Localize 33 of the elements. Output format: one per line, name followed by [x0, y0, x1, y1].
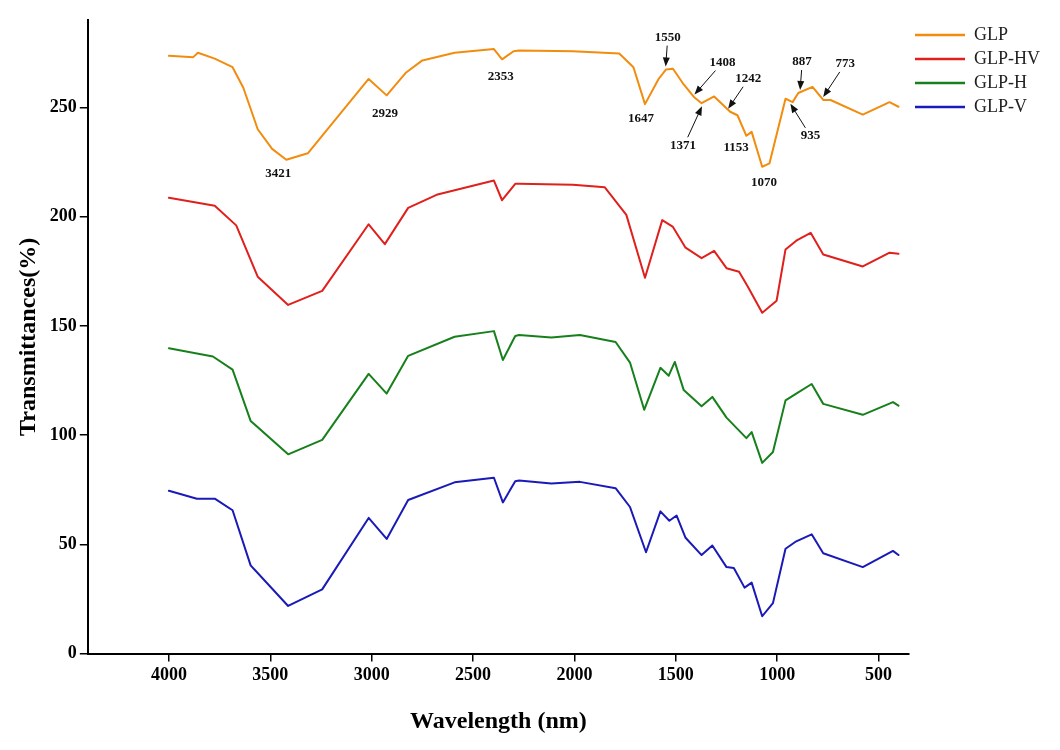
annotation: 887 [792, 53, 813, 69]
annotation: 1153 [723, 139, 750, 155]
annotation: 1070 [751, 174, 778, 190]
annotation: 1550 [654, 28, 681, 44]
annotation: 3421 [265, 165, 292, 181]
legend-label: GLP-HV [974, 47, 1040, 68]
annotation: 2353 [487, 67, 515, 83]
x-tick-label: 1000 [759, 664, 796, 685]
x-tick-label: 2000 [556, 664, 593, 685]
annotation: 2929 [372, 104, 399, 120]
x-tick-label: 4000 [150, 664, 187, 685]
x-tick-label: 3000 [353, 664, 390, 685]
y-tick-label: 100 [49, 423, 77, 444]
annotation: 1647 [628, 110, 655, 126]
y-tick-label: 150 [49, 314, 77, 335]
y-tick-label: 200 [49, 205, 77, 226]
annotation: 935 [800, 127, 821, 143]
annotation: 1371 [669, 136, 696, 152]
x-tick-label: 1500 [657, 664, 694, 685]
legend-label: GLP-V [974, 95, 1027, 116]
y-tick-label: 250 [49, 96, 77, 117]
legend-label: GLP [974, 23, 1009, 44]
annotation: 1242 [735, 70, 762, 86]
legend-label: GLP-H [974, 71, 1027, 92]
x-axis-title: Wavelength (nm) [410, 706, 587, 733]
x-tick-label: 2500 [455, 664, 492, 685]
y-axis-title: Transmittances(%) [13, 237, 40, 436]
x-tick-label: 500 [865, 664, 893, 685]
annotation: 773 [835, 55, 856, 71]
y-tick-label: 50 [58, 533, 77, 554]
y-tick-label: 0 [67, 642, 77, 663]
annotation: 1408 [709, 53, 736, 69]
x-tick-label: 3500 [252, 664, 289, 685]
